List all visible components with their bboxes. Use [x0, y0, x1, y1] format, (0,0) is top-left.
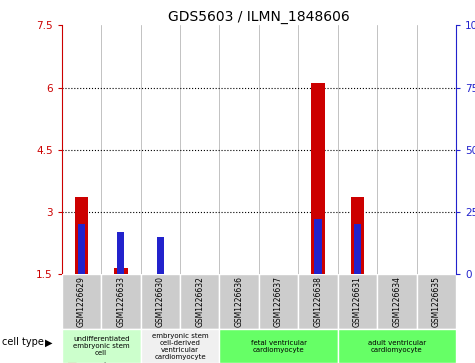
Text: count: count	[81, 362, 108, 363]
Bar	[354, 224, 361, 274]
Bar	[311, 83, 325, 274]
Bar	[219, 329, 338, 363]
Bar	[141, 274, 180, 329]
Text: fetal ventricular
cardiomyocyte: fetal ventricular cardiomyocyte	[251, 340, 306, 352]
Text: undifferentiated
embryonic stem
cell: undifferentiated embryonic stem cell	[73, 336, 130, 356]
Text: GSM1226636: GSM1226636	[235, 276, 244, 327]
Bar	[338, 329, 456, 363]
Bar	[141, 329, 219, 363]
Bar	[117, 232, 124, 274]
Bar	[377, 274, 417, 329]
Title: GDS5603 / ILMN_1848606: GDS5603 / ILMN_1848606	[168, 11, 350, 24]
Text: ▶: ▶	[45, 338, 53, 347]
Bar	[157, 237, 164, 274]
Bar	[314, 220, 322, 274]
Bar	[180, 274, 219, 329]
Bar	[338, 274, 377, 329]
Bar	[62, 329, 141, 363]
Text: cell type: cell type	[2, 338, 44, 347]
Text: GSM1226631: GSM1226631	[353, 276, 362, 327]
Bar	[101, 274, 141, 329]
Text: adult ventricular
cardiomyocyte: adult ventricular cardiomyocyte	[368, 340, 426, 352]
Text: GSM1226633: GSM1226633	[116, 276, 125, 327]
Bar	[298, 274, 338, 329]
Bar	[259, 274, 298, 329]
Text: ■: ■	[66, 362, 77, 363]
Text: GSM1226630: GSM1226630	[156, 276, 165, 327]
Text: GSM1226629: GSM1226629	[77, 276, 86, 327]
Bar	[75, 197, 88, 274]
Text: GSM1226635: GSM1226635	[432, 276, 441, 327]
Bar	[78, 224, 85, 274]
Text: embryonic stem
cell-derived
ventricular
cardiomyocyte: embryonic stem cell-derived ventricular …	[152, 333, 209, 360]
Bar	[219, 274, 259, 329]
Text: GSM1226632: GSM1226632	[195, 276, 204, 327]
Bar	[351, 197, 364, 274]
Bar	[417, 274, 456, 329]
Text: GSM1226637: GSM1226637	[274, 276, 283, 327]
Text: GSM1226638: GSM1226638	[314, 276, 323, 327]
Bar	[114, 268, 128, 274]
Text: GSM1226634: GSM1226634	[392, 276, 401, 327]
Bar	[62, 274, 101, 329]
